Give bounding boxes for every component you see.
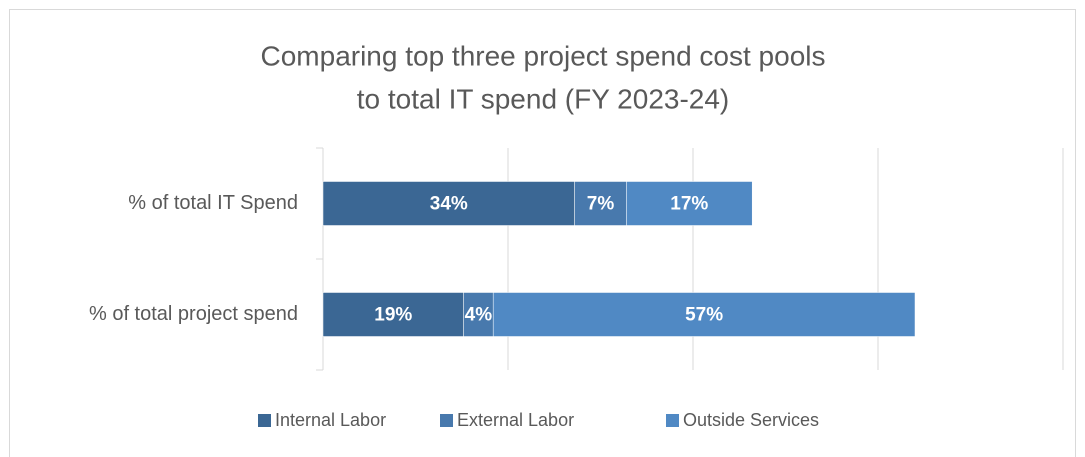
chart-title: to total IT spend (FY 2023-24) <box>357 83 730 114</box>
legend-swatch <box>440 414 453 427</box>
y-tick-label: % of total IT Spend <box>128 192 298 214</box>
y-tick-label: % of total project spend <box>89 303 298 325</box>
data-label: 17% <box>670 194 708 215</box>
legend-label: Internal Labor <box>275 410 386 430</box>
data-label: 4% <box>465 305 493 326</box>
legend-label: External Labor <box>457 410 574 430</box>
bar <box>322 181 575 226</box>
bar <box>626 181 753 226</box>
legend-swatch <box>258 414 271 427</box>
legend-label: Outside Services <box>683 410 819 430</box>
data-label: 34% <box>430 194 468 215</box>
chart-title: Comparing top three project spend cost p… <box>261 40 826 71</box>
data-label: 57% <box>685 305 723 326</box>
legend-swatch <box>666 414 679 427</box>
data-label: 19% <box>374 305 412 326</box>
bar <box>574 181 627 226</box>
bar <box>492 292 916 337</box>
chart-border <box>9 9 1076 457</box>
data-label: 7% <box>587 194 615 215</box>
